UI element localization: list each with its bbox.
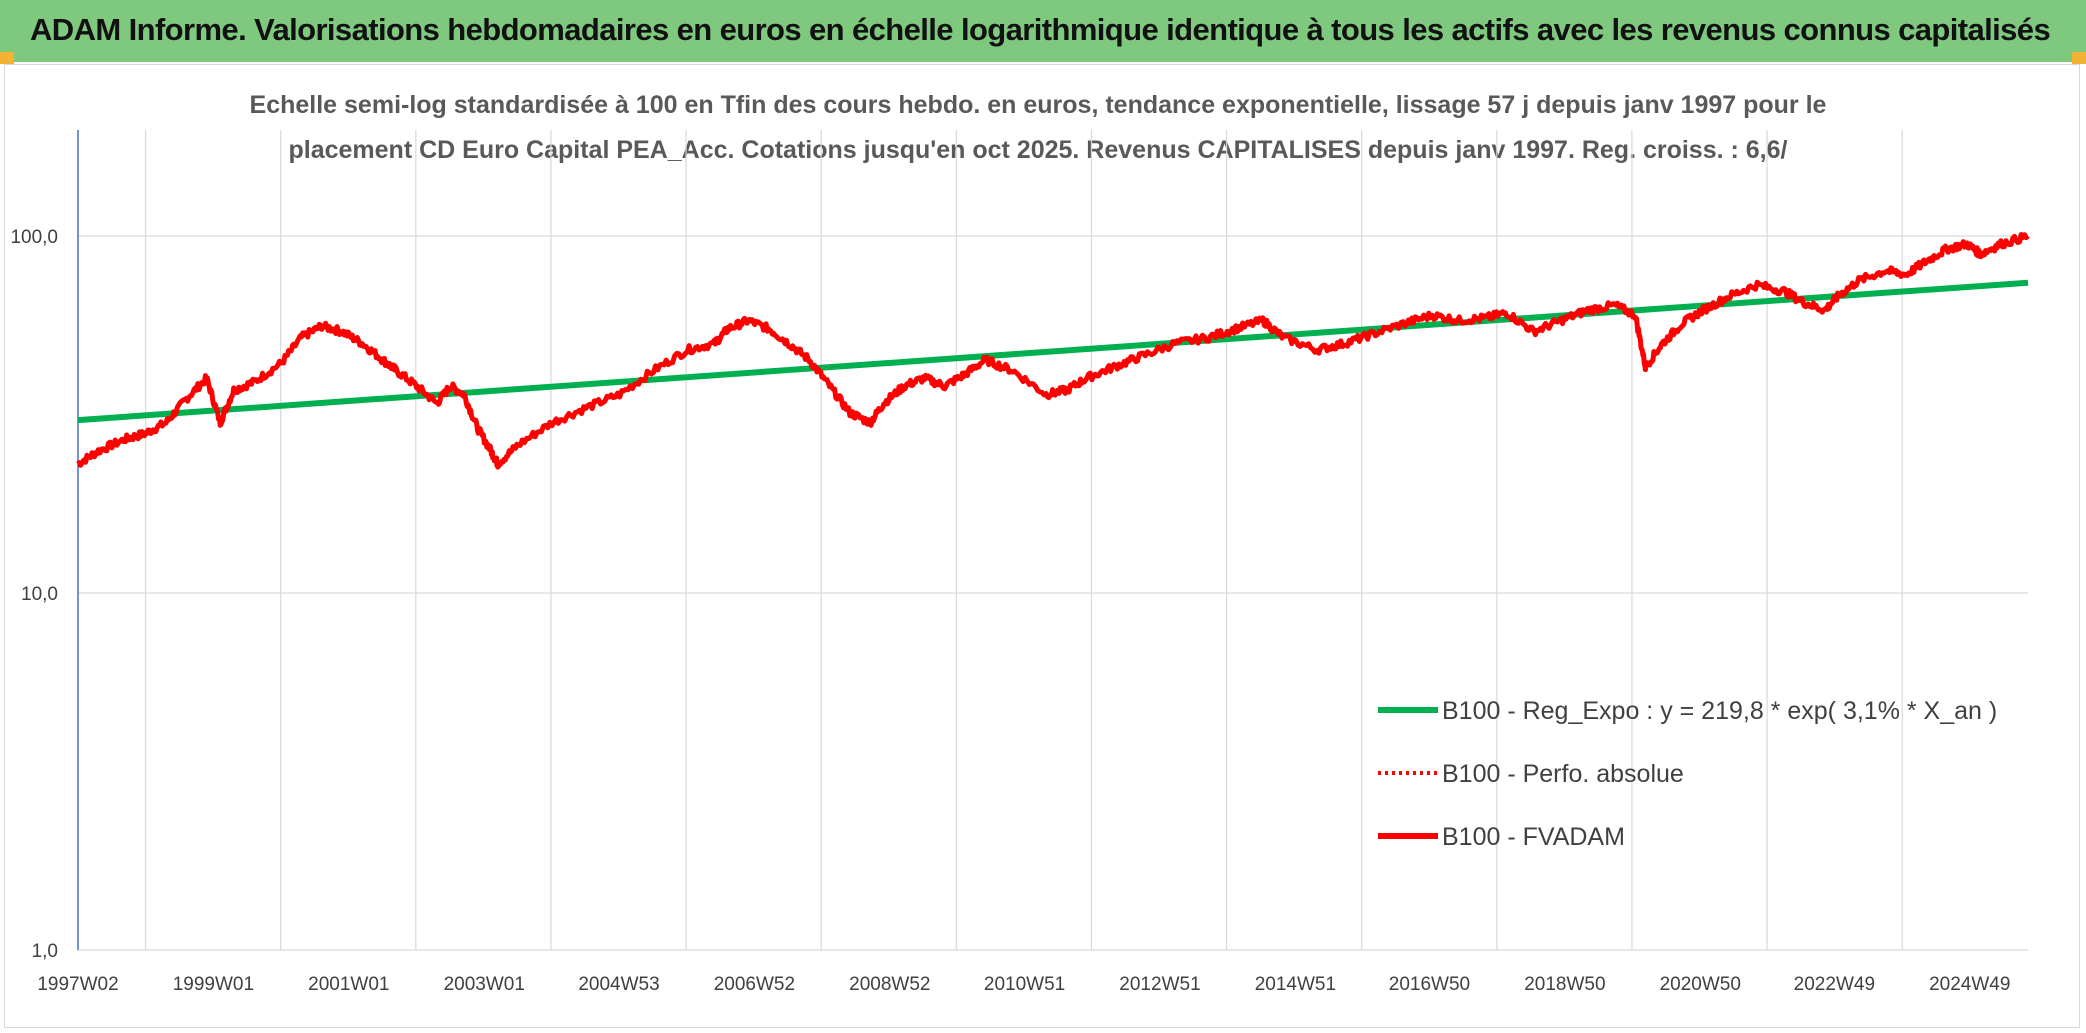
x-tick-label: 2001W01 — [308, 974, 389, 995]
chart-subtitle-line-1: Echelle semi-log standardisée à 100 en T… — [250, 91, 1827, 119]
x-tick-label: 2014W51 — [1255, 974, 1336, 995]
price-line — [76, 232, 2030, 470]
chart-frame — [4, 64, 2080, 1028]
legend-label: B100 - Reg_Expo : y = 219,8 * exp( 3,1% … — [1442, 697, 1997, 725]
series — [76, 232, 2030, 470]
x-tick-label: 1999W01 — [173, 974, 254, 995]
legend-label: B100 - FVADAM — [1442, 823, 1625, 851]
x-tick-label: 2020W50 — [1660, 974, 1741, 995]
chart-subtitle-line-2: placement CD Euro Capital PEA_Acc. Cotat… — [289, 136, 1788, 164]
grid — [78, 130, 2028, 951]
y-tick-label: 100,0 — [10, 227, 58, 248]
x-tick-label: 2004W53 — [578, 974, 659, 995]
x-tick-label: 2008W52 — [849, 974, 930, 995]
x-tick-label: 2024W49 — [1929, 974, 2010, 995]
x-tick-label: 2018W50 — [1524, 974, 1605, 995]
x-tick-label: 1997W02 — [37, 974, 118, 995]
x-tick-label: 2012W51 — [1119, 974, 1200, 995]
legend: B100 - Reg_Expo : y = 219,8 * exp( 3,1% … — [1378, 697, 1997, 851]
corner-mark-right — [2072, 52, 2086, 64]
x-tick-label: 2010W51 — [984, 974, 1065, 995]
corner-mark-left — [0, 52, 14, 64]
x-tick-label: 2006W52 — [714, 974, 795, 995]
header-bar: ADAM Informe. Valorisations hebdomadaire… — [0, 0, 2086, 62]
x-tick-label: 2016W50 — [1389, 974, 1470, 995]
legend-label: B100 - Perfo. absolue — [1442, 760, 1684, 788]
x-tick-label: 2003W01 — [444, 974, 525, 995]
page-title: ADAM Informe. Valorisations hebdomadaire… — [30, 12, 2051, 47]
y-tick-label: 10,0 — [21, 584, 58, 605]
axes: 1,0 10,0 100,0 1997W02 1999W01 2001W01 2003W01… — [10, 130, 2010, 995]
y-tick-label: 1,0 — [32, 941, 58, 962]
x-tick-label: 2022W49 — [1794, 974, 1875, 995]
